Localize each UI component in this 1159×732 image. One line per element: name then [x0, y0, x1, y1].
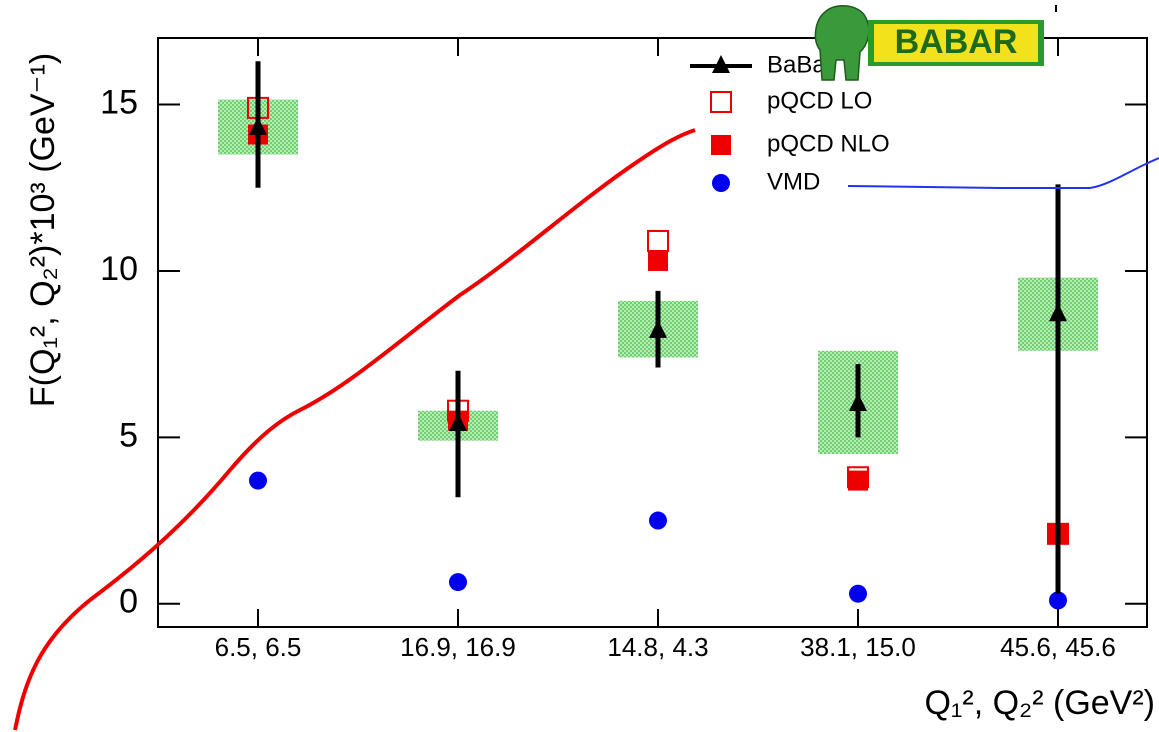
x-tick-label: 6.5, 6.5 [215, 632, 302, 662]
logo: BABAR [814, 5, 1057, 81]
legend-marker [712, 55, 730, 73]
data-point [649, 319, 667, 338]
x-tick-label: 16.9, 16.9 [400, 632, 516, 662]
overlay-curve [13, 128, 696, 731]
data-point [647, 229, 669, 252]
data-point [1049, 591, 1067, 610]
legend-label: VMD [767, 168, 820, 195]
data-point [849, 393, 867, 412]
data-point [849, 584, 867, 603]
data-point [649, 511, 667, 530]
y-tick-label: 10 [100, 250, 138, 288]
data-point [449, 413, 467, 432]
plot-frame [157, 37, 1148, 628]
data-point [848, 470, 868, 491]
x-tick-label: 14.8, 4.3 [607, 632, 708, 662]
plot-area: 0 5 10 15 6.5, 6.5 16.9, 16.9 14.8, 4.3 38.1, 1… [100, 38, 1147, 662]
legend-label: pQCD NLO [767, 130, 890, 157]
logo-inner [874, 24, 1038, 62]
legend-marker [712, 174, 730, 192]
legend-marker [710, 91, 732, 113]
y-tick-label: 5 [119, 416, 138, 454]
data-point [249, 116, 267, 135]
x-tick-label: 45.6, 45.6 [1000, 632, 1116, 662]
x-axis-label: Q₁², Q₂² (GeV²) [924, 684, 1155, 722]
logo-text: BABAR [895, 23, 1018, 61]
logo-elephant [814, 5, 870, 81]
overlay-line [847, 157, 1159, 189]
data-point [449, 573, 467, 592]
data-point [249, 471, 267, 490]
data-point [648, 250, 668, 271]
data-point [1049, 303, 1067, 322]
x-tick-label: 38.1, 15.0 [800, 632, 916, 662]
legend-label: pQCD LO [767, 87, 872, 114]
legend-marker [711, 135, 731, 155]
y-tick-label: 0 [119, 583, 138, 621]
y-tick-label: 15 [100, 84, 138, 122]
y-axis-label: F(Q₁², Q₂²)*10³ (GeV⁻¹) [24, 53, 62, 407]
